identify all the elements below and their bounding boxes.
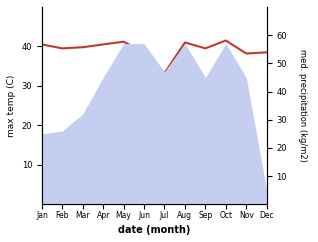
X-axis label: date (month): date (month)	[118, 225, 190, 235]
Y-axis label: max temp (C): max temp (C)	[7, 74, 16, 137]
Y-axis label: med. precipitation (kg/m2): med. precipitation (kg/m2)	[298, 49, 307, 162]
